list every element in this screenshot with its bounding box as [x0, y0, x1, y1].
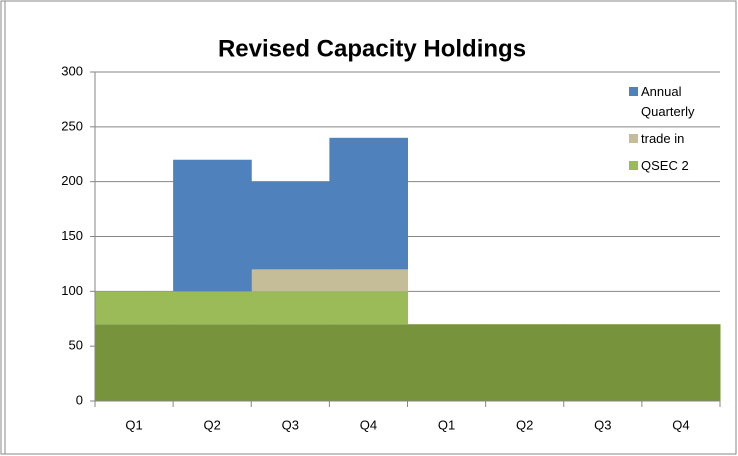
- x-tick-label: Q1: [125, 417, 142, 432]
- bar-segment: [173, 324, 252, 401]
- chart-title: Revised Capacity Holdings: [218, 35, 526, 62]
- legend-swatch: [629, 134, 638, 143]
- bar-segment: [329, 324, 408, 401]
- legend-label: QSEC 2: [641, 158, 689, 173]
- x-tick-label: Q2: [204, 417, 221, 432]
- y-tick-label: 150: [61, 228, 83, 243]
- bar-segment: [563, 324, 643, 401]
- legend-item: QSEC 2: [629, 156, 719, 176]
- bar-segment: [329, 269, 408, 292]
- legend-swatch: [629, 87, 638, 96]
- bar-segment: [251, 291, 330, 325]
- x-tick-label: Q2: [516, 417, 533, 432]
- y-tick-label: 200: [61, 173, 83, 188]
- bar-segment: [95, 291, 174, 325]
- y-tick-label: 250: [61, 118, 83, 133]
- x-tick-label: Q3: [282, 417, 299, 432]
- bar-segment: [407, 324, 487, 401]
- legend-swatch: [629, 161, 638, 170]
- legend-label: trade in: [641, 131, 685, 146]
- legend-label: Annual Quarterly: [641, 84, 695, 119]
- bar-segment: [641, 324, 721, 401]
- legend-item: Annual Quarterly: [629, 82, 719, 122]
- x-tick-label: Q1: [438, 417, 455, 432]
- bar-segment: [173, 159, 252, 292]
- bar-segment: [329, 137, 408, 270]
- y-tick-label: 0: [76, 392, 83, 407]
- bar-segment: [95, 324, 174, 401]
- bar-segment: [251, 324, 330, 401]
- bar-segment: [251, 181, 330, 270]
- y-tick-label: 300: [61, 63, 83, 78]
- x-tick-label: Q3: [594, 417, 611, 432]
- legend-item: trade in: [629, 129, 719, 149]
- bar-segment: [329, 291, 408, 325]
- y-tick-label: 50: [69, 338, 83, 353]
- bar-segment: [173, 291, 252, 325]
- bar-segment: [251, 269, 330, 292]
- bar-segment: [485, 324, 565, 401]
- x-tick-label: Q4: [672, 417, 689, 432]
- y-tick-label: 100: [61, 283, 83, 298]
- x-tick-label: Q4: [360, 417, 377, 432]
